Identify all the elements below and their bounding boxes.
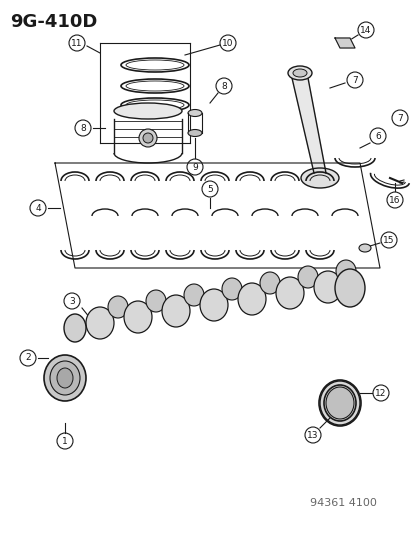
Ellipse shape: [259, 272, 279, 294]
Ellipse shape: [183, 284, 204, 306]
Ellipse shape: [146, 290, 166, 312]
Polygon shape: [291, 78, 325, 173]
Ellipse shape: [44, 355, 86, 401]
Polygon shape: [146, 309, 161, 312]
Ellipse shape: [358, 244, 370, 252]
Text: 8: 8: [221, 82, 226, 91]
Ellipse shape: [325, 387, 353, 419]
Circle shape: [139, 129, 157, 147]
Polygon shape: [297, 285, 313, 288]
Ellipse shape: [188, 109, 202, 117]
Text: 9: 9: [192, 163, 197, 172]
Ellipse shape: [50, 361, 80, 395]
Text: 4: 4: [35, 204, 41, 213]
Text: 5: 5: [206, 184, 212, 193]
Text: 94361 4100: 94361 4100: [309, 498, 376, 508]
Ellipse shape: [313, 271, 341, 303]
Ellipse shape: [86, 307, 114, 339]
Ellipse shape: [161, 295, 190, 327]
Ellipse shape: [57, 368, 73, 388]
Ellipse shape: [64, 314, 86, 342]
Ellipse shape: [114, 103, 182, 119]
Text: 9G-410D: 9G-410D: [10, 13, 97, 31]
Text: 15: 15: [382, 236, 394, 245]
Text: 11: 11: [71, 38, 83, 47]
Text: 2: 2: [25, 353, 31, 362]
Polygon shape: [335, 279, 351, 282]
Ellipse shape: [335, 260, 355, 282]
Polygon shape: [108, 315, 124, 318]
Text: 12: 12: [375, 389, 386, 398]
Text: 3: 3: [69, 296, 75, 305]
Polygon shape: [334, 38, 354, 48]
Text: 10: 10: [222, 38, 233, 47]
Ellipse shape: [275, 277, 303, 309]
Circle shape: [142, 133, 153, 143]
Ellipse shape: [108, 296, 128, 318]
Ellipse shape: [237, 283, 266, 315]
Text: 7: 7: [396, 114, 402, 123]
Ellipse shape: [300, 168, 338, 188]
Text: 1: 1: [62, 437, 68, 446]
Ellipse shape: [199, 289, 228, 321]
Ellipse shape: [292, 69, 306, 77]
Polygon shape: [259, 291, 275, 294]
Polygon shape: [221, 297, 237, 300]
Text: 13: 13: [306, 431, 318, 440]
Ellipse shape: [319, 381, 359, 425]
Ellipse shape: [221, 278, 242, 300]
Ellipse shape: [124, 301, 152, 333]
Text: 8: 8: [80, 124, 85, 133]
Text: 6: 6: [374, 132, 380, 141]
Ellipse shape: [334, 269, 364, 307]
Text: 7: 7: [351, 76, 357, 85]
Text: 16: 16: [388, 196, 400, 205]
Ellipse shape: [297, 266, 317, 288]
Ellipse shape: [188, 130, 202, 136]
Polygon shape: [183, 303, 199, 306]
Ellipse shape: [287, 66, 311, 80]
Text: 14: 14: [359, 26, 371, 35]
